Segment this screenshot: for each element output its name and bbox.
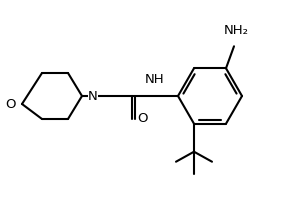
Text: O: O [5, 98, 16, 110]
Text: NH₂: NH₂ [223, 24, 249, 37]
Text: O: O [137, 113, 147, 126]
Text: NH: NH [145, 73, 165, 86]
Text: N: N [88, 89, 98, 102]
